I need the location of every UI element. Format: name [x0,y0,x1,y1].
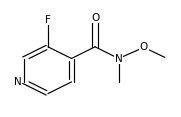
Text: O: O [91,13,99,23]
Text: O: O [140,42,148,52]
Text: F: F [45,15,51,25]
Text: N: N [115,53,122,64]
Text: N: N [14,77,22,87]
